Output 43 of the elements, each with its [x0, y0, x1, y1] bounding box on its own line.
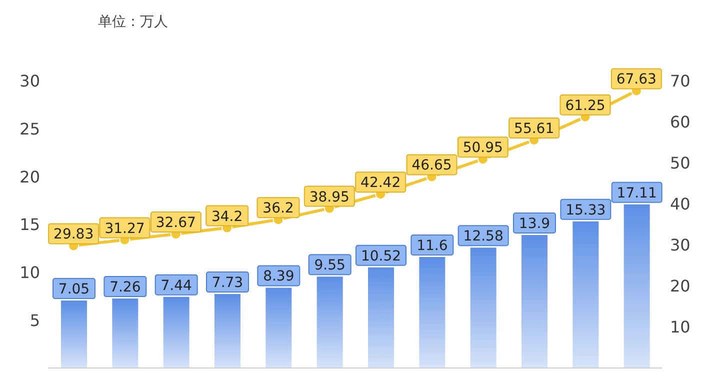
- y-tick-label: 10: [20, 263, 40, 282]
- y2-tick-label: 20: [670, 276, 690, 296]
- data-label: 7.73: [212, 275, 244, 292]
- data-label: 15.33: [566, 202, 606, 218]
- data-label: 42.42: [360, 175, 401, 192]
- data-label: 7.26: [110, 280, 141, 296]
- bar: [214, 294, 240, 368]
- data-label: 32.67: [156, 215, 196, 232]
- y-tick-label: 15: [20, 215, 40, 234]
- data-label: 61.25: [565, 98, 606, 114]
- bar: [112, 298, 138, 368]
- data-label: 55.61: [514, 121, 554, 137]
- y-tick-label: 20: [20, 167, 40, 186]
- y2-tick-label: 10: [670, 318, 690, 337]
- text: 单位：万人: [98, 14, 168, 30]
- data-label: 10.52: [360, 248, 402, 264]
- y2-tick-label: 50: [670, 154, 690, 173]
- data-label: 67.63: [616, 72, 656, 88]
- data-label: 13.9: [518, 216, 550, 232]
- bar: [61, 300, 87, 368]
- y2-tick-label: 40: [670, 194, 690, 214]
- bar: [522, 235, 548, 368]
- data-label: 9.55: [314, 258, 346, 274]
- y2-tick-label: 30: [670, 236, 690, 255]
- bar: [419, 257, 446, 368]
- data-label: 12.58: [463, 228, 504, 245]
- data-label: 46.65: [412, 158, 452, 174]
- data-label: 36.2: [262, 200, 294, 217]
- data-label: 34.2: [211, 208, 243, 225]
- y-tick-label: 25: [20, 120, 40, 139]
- y2-tick-label: 60: [670, 112, 690, 132]
- data-label: 31.27: [104, 220, 145, 237]
- y-tick-label: 30: [20, 72, 40, 91]
- data-label: 7.44: [160, 278, 192, 294]
- data-label: 8.39: [263, 268, 294, 285]
- data-label: 17.11: [616, 185, 657, 202]
- data-label: 29.83: [54, 226, 94, 243]
- data-label: 11.6: [416, 238, 448, 254]
- y-tick-label: 5: [30, 310, 40, 330]
- y2-tick-label: 70: [670, 72, 690, 91]
- data-label: 7.05: [58, 282, 90, 298]
- data-label: 50.95: [462, 140, 503, 156]
- data-label: 38.95: [309, 189, 350, 206]
